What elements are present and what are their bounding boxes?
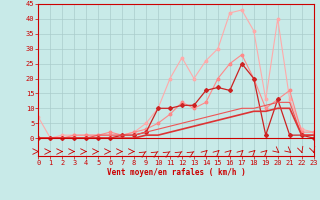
X-axis label: Vent moyen/en rafales ( km/h ): Vent moyen/en rafales ( km/h ) [107, 168, 245, 177]
